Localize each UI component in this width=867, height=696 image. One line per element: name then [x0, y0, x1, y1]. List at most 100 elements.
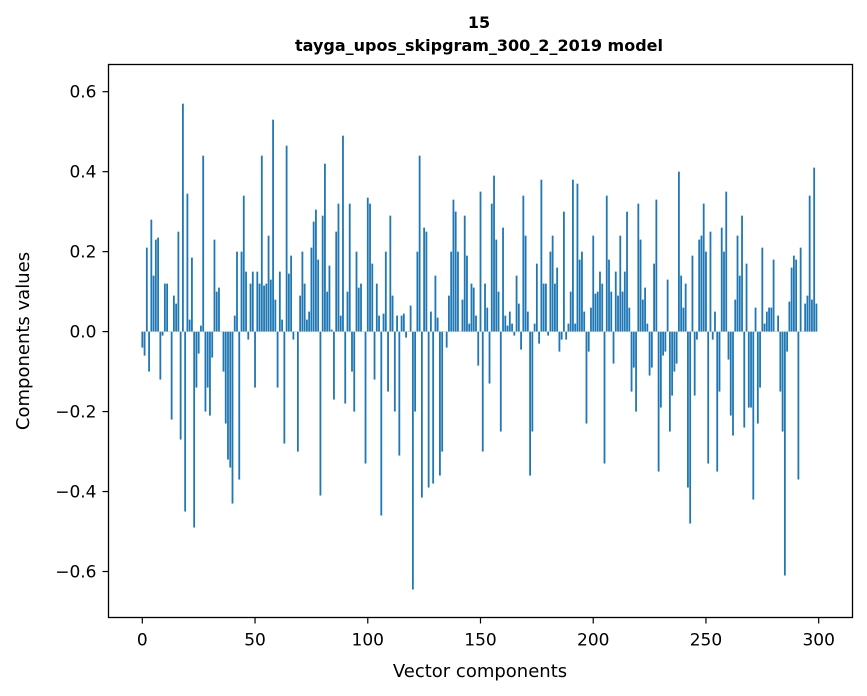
y-tick-label: −0.4 — [55, 483, 96, 503]
bar-37 — [224, 331, 227, 424]
bar-153 — [486, 307, 489, 332]
bar-105 — [378, 315, 380, 332]
bar-292 — [799, 247, 802, 332]
bar-22 — [191, 257, 193, 332]
bar-150 — [479, 191, 482, 332]
bar-217 — [630, 331, 633, 392]
bar-42 — [236, 251, 238, 332]
bar-102 — [371, 263, 374, 332]
y-tick-label: 0.6 — [69, 83, 96, 103]
bar-65 — [287, 273, 290, 332]
bar-10 — [163, 283, 166, 332]
bar-45 — [242, 195, 245, 332]
bar-155 — [490, 203, 493, 332]
bar-165 — [513, 331, 516, 336]
bar-196 — [583, 311, 586, 332]
bar-260 — [727, 331, 730, 360]
bar-58 — [272, 119, 274, 332]
bar-27 — [202, 155, 205, 332]
bar-59 — [274, 299, 277, 332]
bar-51 — [256, 271, 259, 332]
bar-227 — [653, 263, 655, 332]
bar-287 — [788, 301, 791, 332]
bar-298 — [813, 167, 816, 332]
bar-243 — [689, 331, 692, 524]
bar-137 — [450, 251, 453, 332]
bar-209 — [612, 331, 615, 364]
bar-168 — [520, 331, 522, 350]
x-axis-ticks: 0 50 100 150 200 250 300 — [137, 617, 835, 651]
bar-95 — [355, 251, 358, 332]
bar-242 — [687, 331, 689, 488]
bar-111 — [391, 295, 394, 332]
bar-160 — [502, 227, 504, 332]
bar-29 — [206, 331, 209, 388]
bar-264 — [736, 235, 739, 332]
bar-14 — [172, 295, 175, 332]
bar-175 — [535, 263, 538, 332]
bar-82 — [326, 291, 329, 332]
bar-159 — [499, 331, 502, 432]
bar-233 — [666, 279, 669, 332]
bar-62 — [281, 319, 283, 332]
bar-109 — [387, 331, 389, 392]
bar-208 — [610, 291, 613, 332]
bar-128 — [430, 311, 432, 332]
bar-11 — [166, 283, 169, 332]
chart-title-line2: tayga_upos_skipgram_300_2_2019 model — [295, 36, 663, 55]
bar-131 — [436, 317, 439, 332]
bar-218 — [632, 331, 635, 368]
bar-39 — [229, 331, 232, 468]
bar-251 — [707, 331, 710, 464]
bar-20 — [186, 193, 189, 332]
bar-84 — [330, 329, 333, 332]
bar-107 — [382, 313, 385, 332]
bar-146 — [470, 283, 473, 332]
bar-117 — [405, 331, 407, 338]
bar-123 — [418, 155, 421, 332]
bar-272 — [754, 307, 757, 332]
bar-89 — [342, 135, 344, 332]
bar-256 — [718, 331, 721, 392]
bar-2 — [145, 247, 148, 332]
bar-192 — [574, 323, 577, 332]
bar-215 — [626, 211, 628, 332]
bar-139 — [454, 211, 457, 332]
x-axis-label: Vector components — [393, 661, 567, 682]
bar-252 — [709, 231, 712, 332]
bar-144 — [466, 255, 468, 332]
bar-237 — [675, 331, 678, 364]
bar-198 — [587, 331, 590, 352]
bar-142 — [461, 299, 464, 332]
plot-frame — [107, 63, 854, 619]
bar-136 — [448, 295, 450, 332]
bar-127 — [427, 331, 430, 488]
bar-163 — [508, 311, 511, 332]
bar-151 — [481, 331, 484, 452]
bar-200 — [592, 235, 595, 332]
bar-38 — [227, 331, 229, 460]
bar-271 — [752, 331, 755, 500]
bar-88 — [339, 315, 342, 332]
bar-213 — [621, 291, 624, 332]
bar-205 — [603, 331, 606, 464]
bar-36 — [222, 331, 225, 372]
bar-282 — [777, 315, 779, 332]
bar-112 — [393, 331, 396, 412]
bar-189 — [567, 323, 570, 332]
bar-140 — [457, 251, 459, 332]
bar-115 — [400, 315, 403, 332]
bar-66 — [290, 255, 293, 332]
bar-263 — [734, 299, 737, 332]
bar-46 — [245, 271, 247, 332]
bar-54 — [263, 285, 265, 332]
bar-74 — [308, 311, 311, 332]
bar-15 — [175, 303, 178, 332]
bar-289 — [792, 255, 795, 332]
bar-67 — [292, 331, 295, 340]
bar-170 — [524, 235, 527, 332]
bar-228 — [655, 199, 658, 332]
bar-32 — [213, 239, 216, 332]
bar-80 — [321, 215, 324, 332]
